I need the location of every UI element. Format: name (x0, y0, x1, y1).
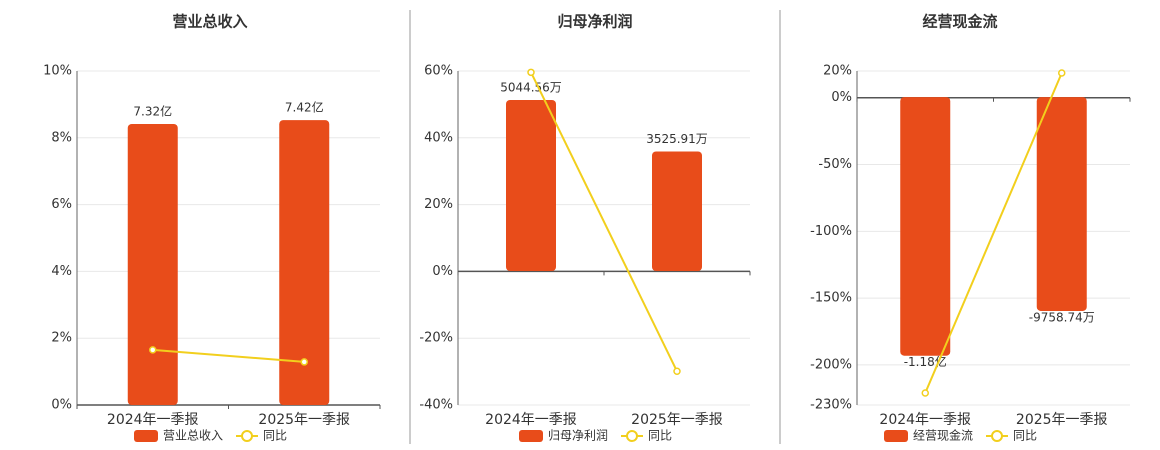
legend-label: 归母净利润 (548, 429, 608, 443)
legend-swatch (519, 430, 543, 442)
value-label: 7.32亿 (133, 103, 172, 118)
line-point (673, 367, 681, 376)
bar (127, 123, 178, 405)
y-tick-label: 6% (51, 197, 72, 212)
y-tick-label: -40% (419, 398, 453, 413)
y-tick-label: 20% (424, 197, 453, 212)
line-point (1058, 69, 1066, 77)
value-label: 5044.56万 (500, 81, 562, 95)
y-tick-label: 0% (51, 398, 72, 413)
legend-marker (626, 430, 638, 442)
value-label: 7.42亿 (285, 100, 324, 115)
y-tick-label: 60% (424, 64, 453, 79)
x-tick-label: 2024年一季报 (879, 412, 971, 428)
bar (279, 120, 330, 405)
value-label: -9758.74万 (1029, 310, 1095, 324)
chart-title: 归母净利润 (557, 13, 632, 31)
x-tick-label: 2024年一季报 (485, 412, 577, 428)
legend-label: 同比 (263, 429, 287, 443)
line-point (921, 389, 929, 397)
bar (652, 151, 702, 272)
legend-swatch (134, 430, 158, 442)
y-tick-label: 4% (51, 264, 72, 279)
x-tick-label: 2024年一季报 (107, 412, 199, 428)
line-point (300, 358, 308, 366)
x-tick-label: 2025年一季报 (631, 412, 723, 428)
legend-label: 同比 (648, 429, 672, 443)
y-tick-label: -100% (810, 224, 852, 239)
x-tick-label: 2025年一季报 (1016, 412, 1108, 428)
y-tick-label: 0% (831, 90, 852, 105)
y-tick-label: -150% (810, 291, 852, 306)
y-tick-label: -230% (810, 398, 852, 413)
legend-label: 营业总收入 (163, 429, 223, 443)
legend-marker (241, 430, 253, 442)
line-point (149, 346, 157, 354)
y-tick-label: 40% (424, 130, 453, 145)
y-tick-label: 8% (51, 130, 72, 145)
y-tick-label: -20% (419, 331, 453, 346)
y-tick-label: 2% (51, 331, 72, 346)
legend-label: 同比 (1013, 429, 1037, 443)
chart-title: 经营现金流 (922, 13, 997, 31)
y-tick-label: 10% (43, 64, 72, 79)
line-point (527, 68, 535, 77)
y-tick-label: -200% (810, 357, 852, 372)
y-tick-label: -50% (818, 157, 852, 172)
bar (900, 97, 951, 356)
legend-swatch (884, 430, 908, 442)
value-label: 3525.91万 (646, 132, 708, 146)
line (530, 71, 678, 372)
line (152, 348, 305, 363)
legend-marker (991, 430, 1003, 442)
legend-label: 经营现金流 (913, 428, 973, 443)
y-tick-label: 0% (432, 264, 453, 279)
chart-title: 营业总收入 (172, 13, 247, 31)
bar (506, 100, 556, 272)
y-tick-label: 20% (823, 64, 852, 79)
line (924, 72, 1063, 394)
x-tick-label: 2025年一季报 (258, 412, 350, 428)
bar (1036, 97, 1087, 311)
